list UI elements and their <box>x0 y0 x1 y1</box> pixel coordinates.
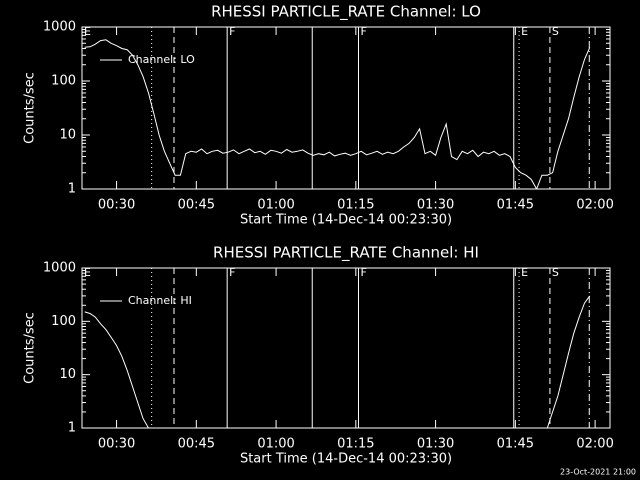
event-label: E <box>521 266 528 279</box>
legend-label: Channel: HI <box>128 294 192 307</box>
event-label: E <box>84 25 91 38</box>
y-tick-label: 1000 <box>43 261 76 276</box>
x-tick-label: 02:00 <box>576 437 613 452</box>
x-tick-label: 00:30 <box>98 437 135 452</box>
y-tick-label: 1 <box>68 421 76 436</box>
x-axis-label: Start Time (14-Dec-14 00:23:30) <box>240 213 452 228</box>
x-axis-label: Start Time (14-Dec-14 00:23:30) <box>240 452 452 467</box>
x-tick-label: 01:00 <box>257 198 294 213</box>
plot-frame <box>81 26 611 190</box>
event-label: F <box>229 266 235 279</box>
y-tick-label: 100 <box>51 314 76 329</box>
plot-frame <box>81 267 611 429</box>
y-tick-label: 10 <box>59 367 76 382</box>
y-tick-label: 1 <box>68 182 76 197</box>
x-tick-label: 01:15 <box>337 437 374 452</box>
y-axis-label: Counts/sec <box>23 72 38 144</box>
chart-title: RHESSI PARTICLE_RATE Channel: HI <box>213 244 479 263</box>
x-tick-label: 00:30 <box>98 198 135 213</box>
event-label: S <box>552 266 559 279</box>
event-label: S <box>552 25 559 38</box>
event-label: F <box>360 25 366 38</box>
data-line <box>84 39 591 189</box>
x-tick-label: 01:15 <box>337 198 374 213</box>
chart-title: RHESSI PARTICLE_RATE Channel: LO <box>211 3 481 22</box>
footer: 23-Oct-2021 21:00 <box>560 468 636 477</box>
y-tick-label: 100 <box>51 74 76 89</box>
x-tick-label: 00:45 <box>178 437 215 452</box>
x-tick-label: 01:30 <box>417 437 454 452</box>
x-tick-label: 02:00 <box>576 198 613 213</box>
event-label: F <box>360 266 366 279</box>
x-tick-label: 01:30 <box>417 198 454 213</box>
y-tick-label: 1000 <box>43 20 76 35</box>
x-tick-label: 01:45 <box>497 437 534 452</box>
event-label: E <box>521 25 528 38</box>
data-line <box>84 295 591 428</box>
y-axis-label: Counts/sec <box>23 312 38 384</box>
legend-label: Channel: LO <box>128 53 195 66</box>
x-tick-label: 01:00 <box>257 437 294 452</box>
event-label: F <box>229 25 235 38</box>
x-tick-label: 00:45 <box>178 198 215 213</box>
x-tick-label: 01:45 <box>497 198 534 213</box>
y-tick-label: 10 <box>59 128 76 143</box>
event-label: E <box>84 266 91 279</box>
